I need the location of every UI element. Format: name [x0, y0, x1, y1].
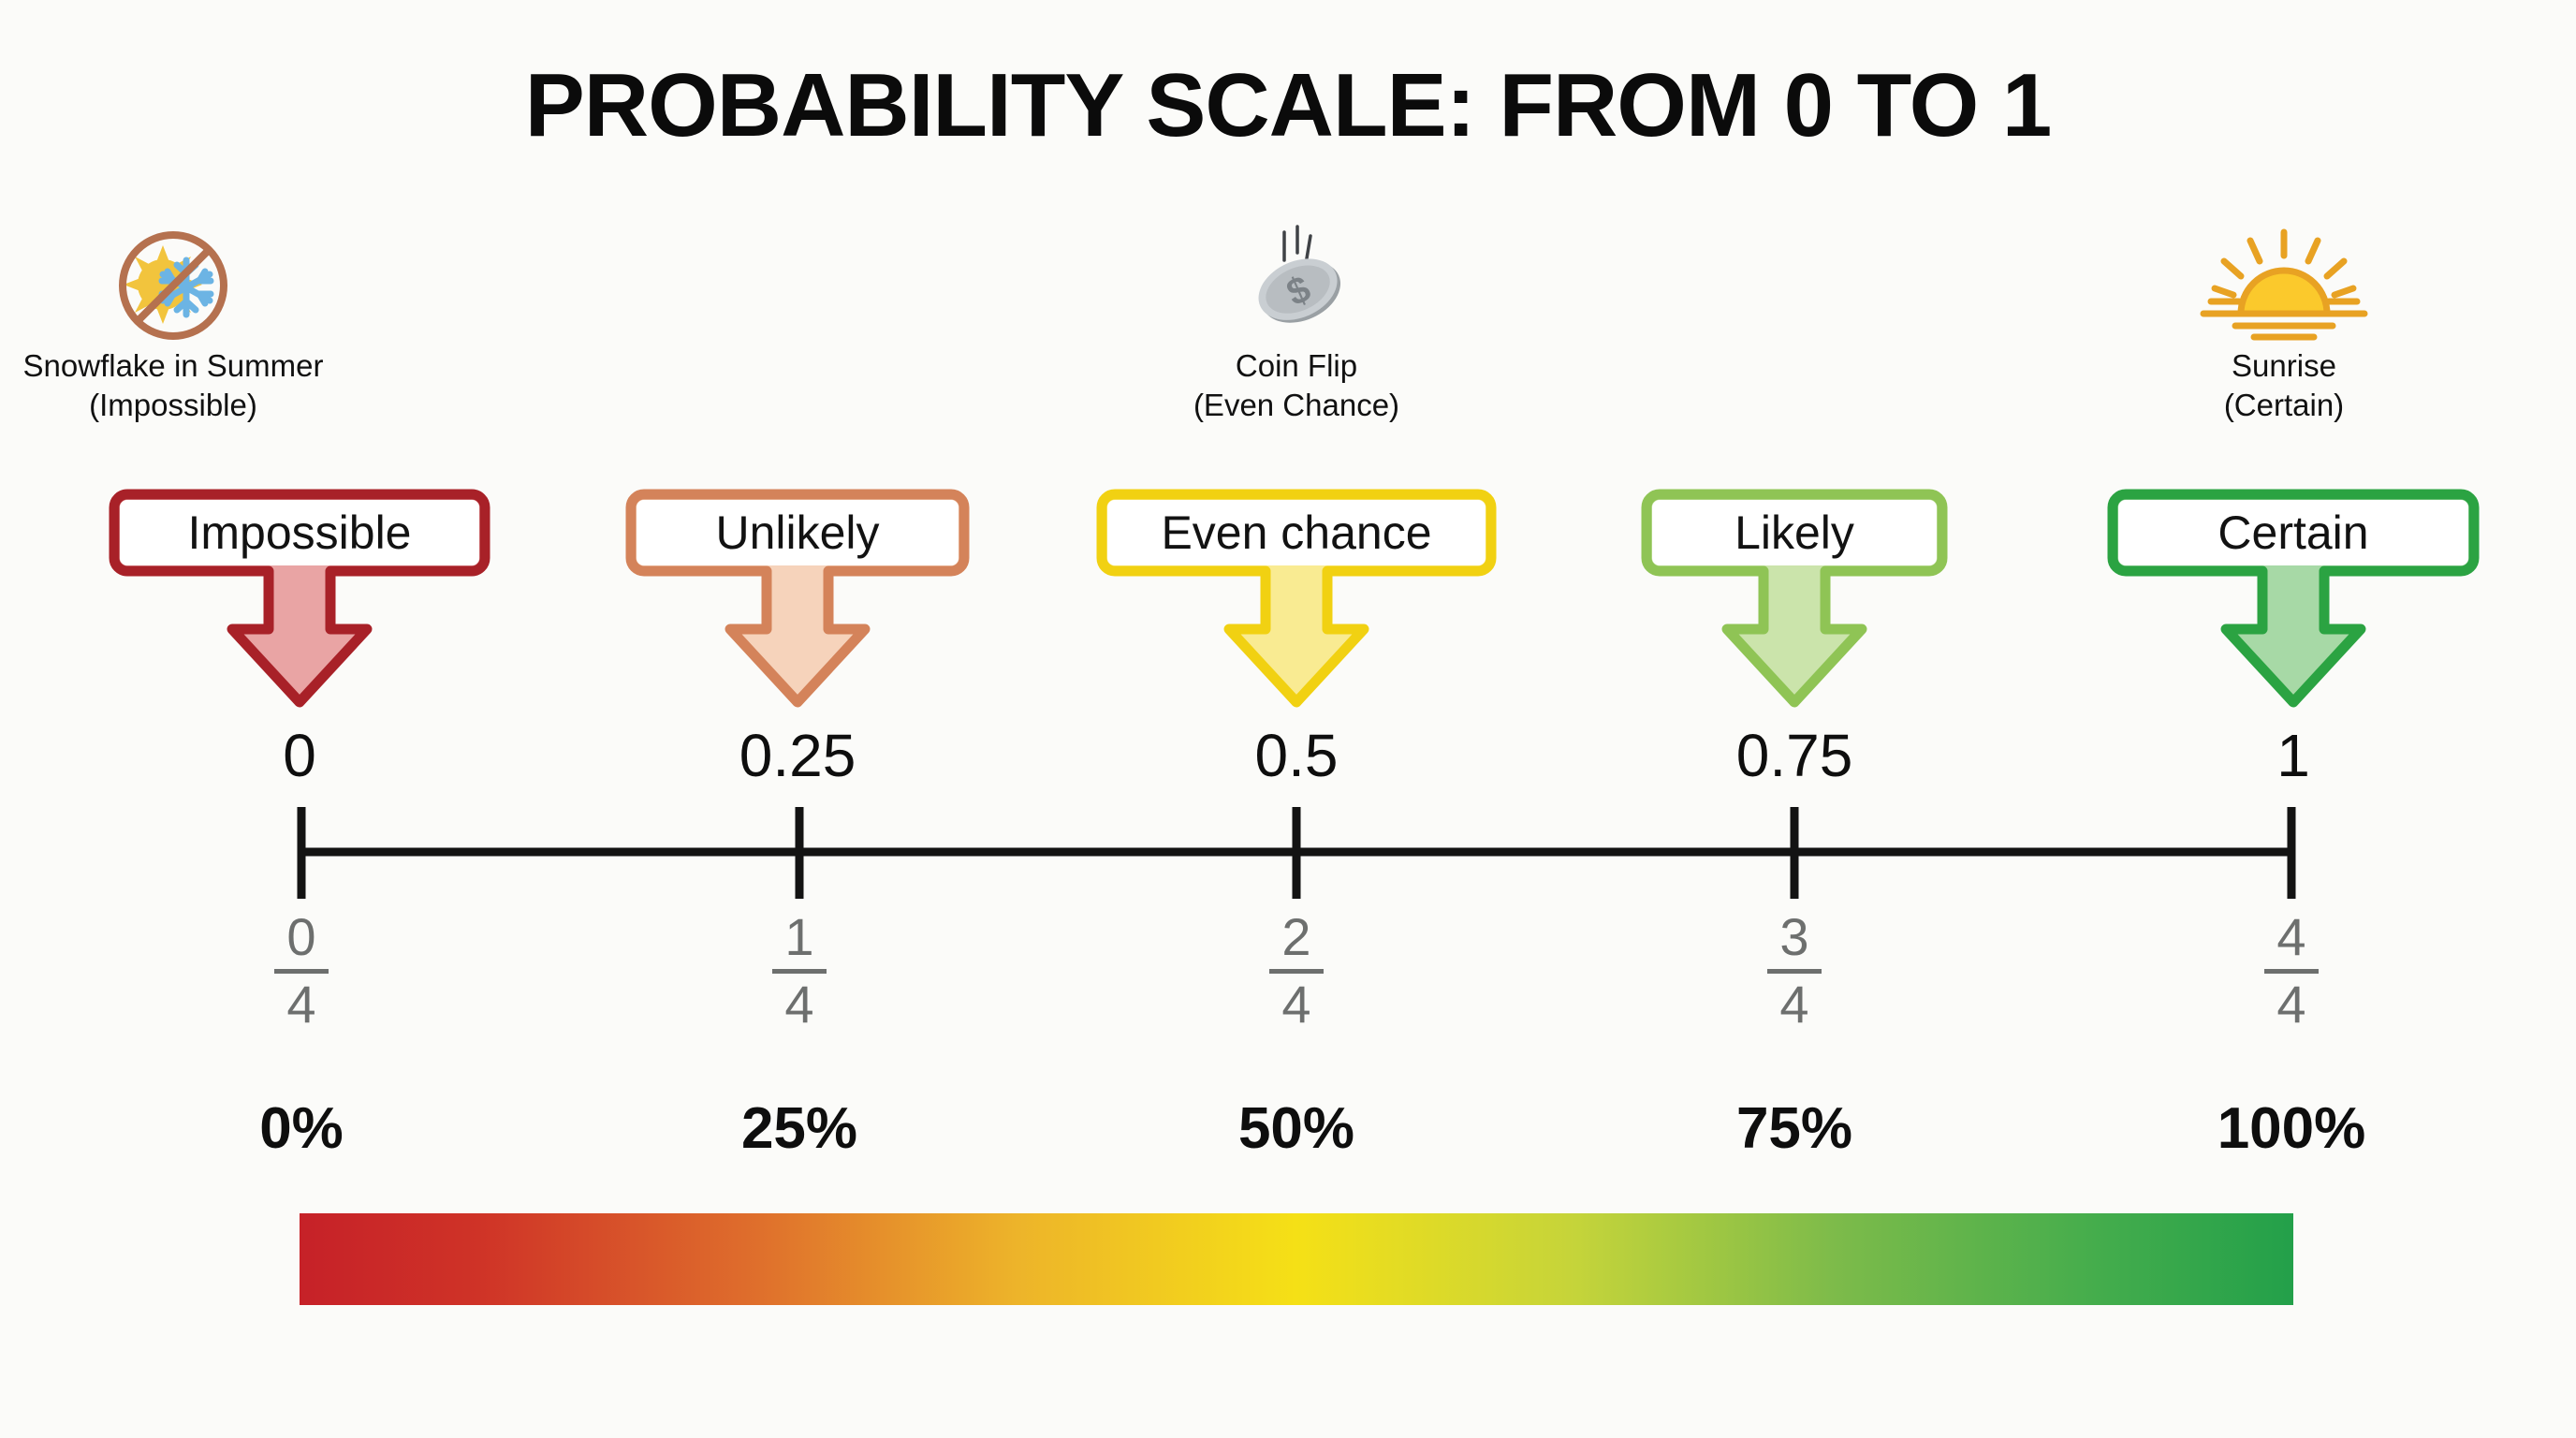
- example-sunrise: Sunrise (Certain): [2087, 225, 2481, 424]
- callout-even-chance[interactable]: Even chance: [1096, 479, 1497, 713]
- fraction-denominator: 4: [1779, 975, 1809, 1034]
- example-impossible: Snowflake in Summer (Impossible): [0, 225, 370, 424]
- percent-100: 100%: [2217, 1096, 2366, 1161]
- fraction-numerator: 1: [784, 907, 814, 966]
- fraction-numerator: 3: [1779, 907, 1809, 966]
- fraction-bar: [1269, 969, 1324, 975]
- fraction-bar: [2264, 969, 2319, 975]
- sunrise-icon: [2087, 225, 2481, 346]
- fraction-0-4: 0 4: [161, 910, 442, 1031]
- callout-impossible[interactable]: Impossible: [109, 479, 490, 713]
- fraction-denominator: 4: [784, 975, 814, 1034]
- example-label: Sunrise: [2232, 348, 2336, 383]
- tick-value-1: 1: [2276, 722, 2310, 789]
- tick-value-075: 0.75: [1735, 722, 1853, 789]
- percent-0: 0%: [259, 1096, 344, 1161]
- fraction-bar: [1767, 969, 1822, 975]
- fraction-4-4: 4 4: [2151, 910, 2432, 1031]
- tick-value-0: 0: [283, 722, 316, 789]
- fraction-numerator: 2: [1281, 907, 1311, 966]
- example-sublabel: (Certain): [2223, 387, 2345, 422]
- fraction-denominator: 4: [286, 975, 316, 1034]
- percent-25: 25%: [740, 1096, 858, 1161]
- example-coin-flip: $ Coin Flip (Even Chance): [1100, 225, 1493, 424]
- example-label: Snowflake in Summer: [22, 348, 324, 383]
- fraction-numerator: 4: [2276, 907, 2306, 966]
- fraction-bar: [274, 969, 329, 975]
- fraction-denominator: 4: [1281, 975, 1311, 1034]
- page-title: PROBABILITY SCALE: FROM 0 TO 1: [524, 55, 2053, 155]
- tick-value-025: 0.25: [739, 722, 856, 789]
- fraction-1-4: 1 4: [659, 910, 940, 1031]
- callout-unlikely[interactable]: Unlikely: [625, 479, 970, 713]
- fraction-denominator: 4: [2276, 975, 2306, 1034]
- callout-likely[interactable]: Likely: [1641, 479, 1948, 713]
- fraction-3-4: 3 4: [1654, 910, 1935, 1031]
- callout-certain[interactable]: Certain: [2107, 479, 2480, 713]
- fraction-bar: [772, 969, 827, 975]
- no-snowflake-in-summer-icon: [0, 225, 370, 346]
- example-label: Coin Flip: [1235, 348, 1358, 383]
- coin-flip-icon: $: [1100, 225, 1493, 346]
- example-sublabel: (Impossible): [89, 387, 257, 422]
- tick-value-05: 0.5: [1254, 722, 1339, 789]
- fraction-numerator: 0: [286, 907, 316, 966]
- percent-75: 75%: [1735, 1096, 1853, 1161]
- probability-gradient-bar: [300, 1213, 2293, 1305]
- example-sublabel: (Even Chance): [1193, 387, 1400, 422]
- fraction-2-4: 2 4: [1156, 910, 1437, 1031]
- percent-50: 50%: [1237, 1096, 1355, 1161]
